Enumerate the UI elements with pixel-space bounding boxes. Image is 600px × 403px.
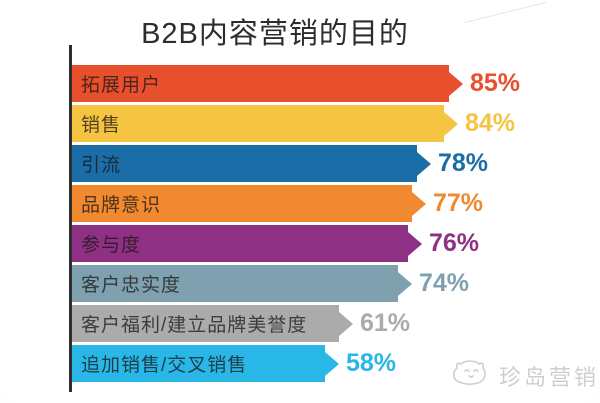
bar-value: 78% bbox=[438, 149, 489, 177]
bar-value: 61% bbox=[360, 309, 411, 337]
bar-arrow-tip bbox=[325, 351, 339, 376]
bar-arrow-tip bbox=[444, 111, 458, 136]
bar-row: 追加销售/交叉销售 58% bbox=[72, 345, 396, 382]
chart-title: B2B内容营销的目的 bbox=[141, 18, 409, 50]
doodle-face-icon bbox=[449, 356, 493, 395]
bar-label: 追加销售/交叉销售 bbox=[81, 355, 248, 376]
bar-label: 参与度 bbox=[81, 235, 142, 256]
bar-arrow-tip bbox=[412, 191, 426, 216]
bar-label: 客户忠实度 bbox=[81, 275, 182, 296]
bar-arrow-tip bbox=[339, 311, 353, 336]
bar-label: 销售 bbox=[81, 115, 122, 136]
bar-arrow-tip bbox=[398, 271, 412, 296]
bar-arrow-tip bbox=[449, 71, 463, 96]
bar-value: 77% bbox=[433, 189, 484, 217]
bar-label: 引流 bbox=[81, 155, 122, 176]
bar-row: 销售 84% bbox=[72, 105, 515, 142]
bar-row: 参与度 76% bbox=[72, 225, 479, 262]
bar-label: 拓展用户 bbox=[81, 75, 162, 96]
bar: 拓展用户 bbox=[72, 65, 449, 102]
bar: 销售 bbox=[72, 105, 444, 142]
bar: 引流 bbox=[72, 145, 417, 182]
bar-row: 引流 78% bbox=[72, 145, 488, 182]
bar: 客户福利/建立品牌美誉度 bbox=[72, 305, 339, 342]
watermark: 珍岛营销 bbox=[449, 356, 599, 395]
bar-label: 客户福利/建立品牌美誉度 bbox=[81, 315, 308, 336]
watermark-text: 珍岛营销 bbox=[499, 364, 600, 390]
bar-value: 74% bbox=[419, 269, 470, 297]
bar-value: 85% bbox=[470, 69, 521, 97]
bar-row: 品牌意识 77% bbox=[72, 185, 483, 222]
bar-arrow-tip bbox=[417, 151, 431, 176]
bar: 品牌意识 bbox=[72, 185, 412, 222]
bar-row: 客户忠实度 74% bbox=[72, 265, 469, 302]
bar-value: 84% bbox=[465, 109, 516, 137]
bar-value: 58% bbox=[346, 349, 397, 377]
bar-label: 品牌意识 bbox=[81, 195, 162, 216]
bar-row: 客户福利/建立品牌美誉度 61% bbox=[72, 305, 410, 342]
bar-value: 76% bbox=[429, 229, 480, 257]
y-axis-line bbox=[69, 45, 72, 392]
bar-row: 拓展用户 85% bbox=[72, 65, 520, 102]
bar-arrow-tip bbox=[408, 231, 422, 256]
bar: 追加销售/交叉销售 bbox=[72, 345, 325, 382]
bar: 客户忠实度 bbox=[72, 265, 398, 302]
bar: 参与度 bbox=[72, 225, 408, 262]
